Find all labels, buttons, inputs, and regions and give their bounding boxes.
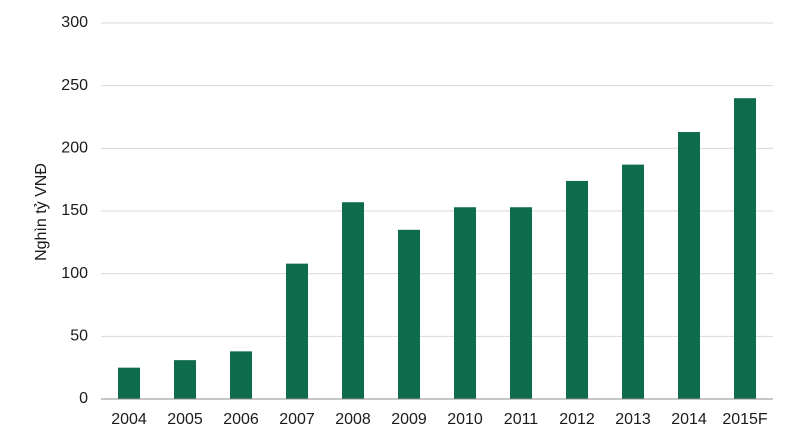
bar-2010 [454,207,476,399]
y-tick-label: 150 [61,202,88,219]
y-axis-title: Nghìn tỷ VNĐ [33,163,50,261]
y-tick-label: 300 [61,14,88,31]
x-tick-label: 2015F [722,411,768,428]
y-tick-label: 50 [70,328,88,345]
x-tick-label: 2010 [447,411,483,428]
x-tick-label: 2006 [223,411,259,428]
bar-2007 [286,263,308,399]
bar-2009 [398,229,420,399]
y-tick-label: 100 [61,265,88,282]
bar-2005 [174,360,196,399]
bar-2014 [678,132,700,400]
bar-2006 [230,351,252,399]
x-tick-label: 2009 [391,411,427,428]
x-tick-labels: 2004 2005 2006 2007 2008 2009 2010 2011 2012 2013… [111,411,768,428]
bar-2011 [510,207,532,399]
bars [118,98,756,400]
x-tick-label: 2011 [504,411,539,428]
x-tick-label: 2014 [671,411,707,428]
bar-2012 [566,180,588,399]
y-tick-labels: 0 50 100 150 200 250 300 [61,14,88,407]
x-tick-label: 2007 [279,411,315,428]
gridlines [101,22,773,337]
x-tick-label: 2012 [559,411,595,428]
x-tick-label: 2008 [335,411,371,428]
y-tick-label: 250 [61,77,88,94]
x-tick-label: 2005 [167,411,203,428]
bar-2004 [118,367,140,399]
bar-2008 [342,202,364,399]
x-tick-label: 2013 [615,411,651,428]
x-tick-label: 2004 [111,411,147,428]
y-tick-label: 200 [61,140,88,157]
y-tick-label: 0 [79,390,88,407]
bar-2015F [734,98,756,399]
bar-2013 [622,164,644,399]
